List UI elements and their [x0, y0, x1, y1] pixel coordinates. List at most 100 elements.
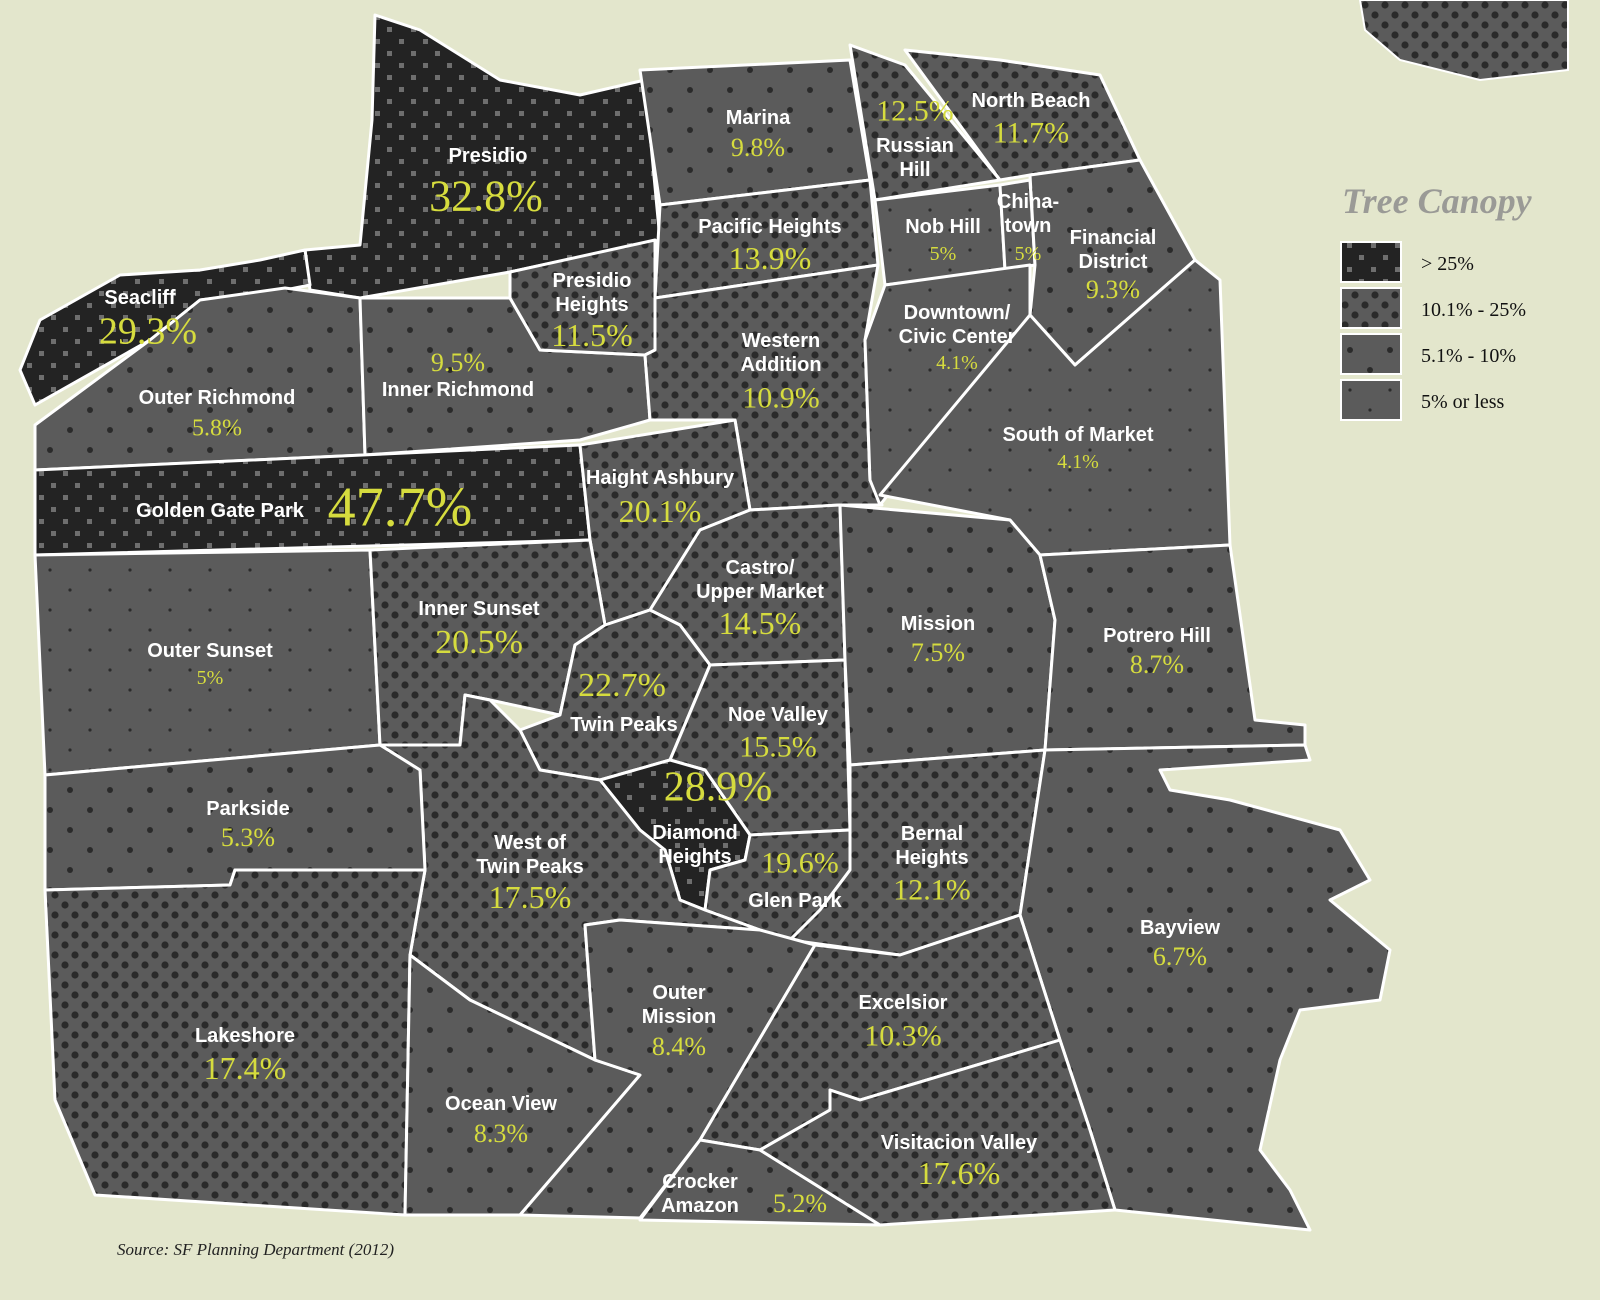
label-excelsior-name: Excelsior — [859, 992, 948, 1014]
label-lakeshore-value: 17.4% — [204, 1050, 287, 1086]
label-diamond-heights-name: Heights — [658, 846, 731, 868]
label-crocker-amazon-name: Crocker — [662, 1171, 738, 1193]
label-glen-park-value: 19.6% — [761, 847, 839, 880]
label-bernal-heights-name: Heights — [895, 847, 968, 869]
label-ocean-view-name: Ocean View — [445, 1093, 557, 1115]
legend-swatch-c4 — [1340, 379, 1402, 421]
label-financial-district-value: 9.3% — [1086, 275, 1140, 304]
legend-title: Tree Canopy — [1342, 181, 1533, 221]
label-bayview-value: 6.7% — [1153, 942, 1207, 971]
label-financial-district-name: Financial — [1070, 227, 1157, 249]
label-western-addition-name: Addition — [740, 354, 821, 376]
label-western-addition-name: Western — [742, 330, 821, 352]
label-presidio-heights-name: Presidio — [553, 270, 632, 292]
label-russian-hill-name: Russian — [876, 135, 954, 157]
label-mission-name: Mission — [901, 613, 975, 635]
label-outer-richmond-value: 5.8% — [192, 415, 242, 441]
legend-label-c2: 10.1% - 25% — [1421, 299, 1526, 321]
label-inner-richmond-name: Inner Richmond — [382, 379, 534, 401]
label-south-of-market-value: 4.1% — [1057, 451, 1099, 473]
label-presidio-value: 32.8% — [429, 171, 543, 220]
label-russian-hill-value: 12.5% — [876, 95, 954, 128]
region-outer-sunset — [33, 548, 382, 777]
label-parkside-name: Parkside — [206, 798, 289, 820]
label-north-beach-name: North Beach — [972, 90, 1091, 112]
label-castro-upper-market-value: 14.5% — [719, 605, 802, 641]
label-nob-hill-name: Nob Hill — [905, 216, 981, 238]
label-west-of-twin-peaks-value: 17.5% — [489, 879, 572, 915]
label-financial-district-name: District — [1079, 251, 1148, 273]
label-castro-upper-market-name: Upper Market — [696, 581, 824, 603]
label-visitacion-valley-value: 17.6% — [918, 1155, 1001, 1191]
label-bernal-heights-name: Bernal — [901, 823, 963, 845]
label-inner-sunset-name: Inner Sunset — [418, 598, 539, 620]
label-excelsior-value: 10.3% — [864, 1020, 942, 1053]
label-chinatown-name: town — [1005, 215, 1052, 237]
label-ocean-view-value: 8.3% — [474, 1119, 528, 1148]
label-marina-name: Marina — [726, 107, 791, 129]
label-diamond-heights-value: 28.9% — [664, 765, 773, 811]
label-potrero-hill-name: Potrero Hill — [1103, 625, 1211, 647]
label-glen-park-name: Glen Park — [748, 890, 842, 912]
label-outer-sunset-value: 5% — [197, 667, 224, 689]
label-bernal-heights-value: 12.1% — [893, 874, 971, 907]
label-downtown-civic-center-value: 4.1% — [936, 352, 978, 374]
region-potrero-hill — [1038, 543, 1307, 752]
legend-label-c1: > 25% — [1421, 253, 1474, 275]
label-lakeshore-name: Lakeshore — [195, 1025, 295, 1047]
region-mission — [838, 503, 1057, 767]
label-noe-valley-name: Noe Valley — [728, 704, 829, 726]
label-presidio-heights-name: Heights — [555, 294, 628, 316]
label-inner-richmond-value: 9.5% — [431, 348, 485, 377]
source-note: Source: SF Planning Department (2012) — [117, 1240, 394, 1259]
region-visitacion-valley — [758, 1038, 1117, 1227]
label-presidio-name: Presidio — [449, 145, 528, 167]
label-presidio-heights-value: 11.5% — [551, 317, 632, 353]
label-parkside-value: 5.3% — [221, 823, 275, 852]
treasure-island — [1358, 0, 1569, 82]
label-chinatown-value: 5% — [1015, 243, 1042, 265]
label-haight-ashbury-name: Haight Ashbury — [586, 467, 735, 489]
region-downtown-civic-center — [863, 263, 1032, 507]
label-outer-richmond-name: Outer Richmond — [139, 387, 296, 409]
label-downtown-civic-center-name: Civic Center — [899, 326, 1016, 348]
label-seacliff-value: 29.3% — [99, 310, 197, 352]
label-noe-valley-value: 15.5% — [739, 731, 817, 764]
label-golden-gate-park-value: 47.7% — [328, 477, 473, 539]
label-outer-sunset-name: Outer Sunset — [147, 640, 273, 662]
label-pacific-heights-name: Pacific Heights — [698, 216, 841, 238]
label-twin-peaks-value: 22.7% — [578, 667, 666, 704]
label-north-beach-value: 11.7% — [993, 117, 1069, 150]
label-marina-value: 9.8% — [731, 133, 785, 162]
label-bayview-name: Bayview — [1140, 917, 1220, 939]
label-crocker-amazon-value: 5.2% — [773, 1189, 827, 1218]
label-inner-sunset-value: 20.5% — [435, 624, 523, 661]
label-outer-mission-name: Outer — [652, 982, 706, 1004]
label-downtown-civic-center-name: Downtown/ — [904, 302, 1011, 324]
label-west-of-twin-peaks-name: Twin Peaks — [476, 856, 583, 878]
legend-swatch-c3 — [1340, 333, 1402, 375]
label-castro-upper-market-name: Castro/ — [726, 557, 795, 579]
legend-swatch-c2 — [1340, 287, 1402, 329]
label-potrero-hill-value: 8.7% — [1130, 650, 1184, 679]
label-crocker-amazon-name: Amazon — [661, 1195, 739, 1217]
label-pacific-heights-value: 13.9% — [729, 240, 812, 276]
label-seacliff-name: Seacliff — [104, 287, 175, 309]
label-west-of-twin-peaks-name: West of — [494, 832, 566, 854]
label-diamond-heights-name: Diamond — [652, 822, 738, 844]
label-nob-hill-value: 5% — [930, 243, 957, 265]
legend-label-c4: 5% or less — [1421, 391, 1505, 413]
label-western-addition-value: 10.9% — [742, 382, 820, 415]
legend-label-c3: 5.1% - 10% — [1421, 345, 1516, 367]
legend: Tree Canopy > 25% 10.1% - 25% 5.1% - 10% 5%… — [1340, 181, 1533, 421]
label-golden-gate-park-name: Golden Gate Park — [136, 500, 305, 522]
label-outer-mission-value: 8.4% — [652, 1032, 706, 1061]
label-haight-ashbury-value: 20.1% — [619, 493, 702, 529]
label-twin-peaks-name: Twin Peaks — [570, 714, 677, 736]
label-mission-value: 7.5% — [911, 638, 965, 667]
label-south-of-market-name: South of Market — [1002, 424, 1153, 446]
label-russian-hill-name: Hill — [899, 159, 930, 181]
label-visitacion-valley-name: Visitacion Valley — [881, 1132, 1038, 1154]
